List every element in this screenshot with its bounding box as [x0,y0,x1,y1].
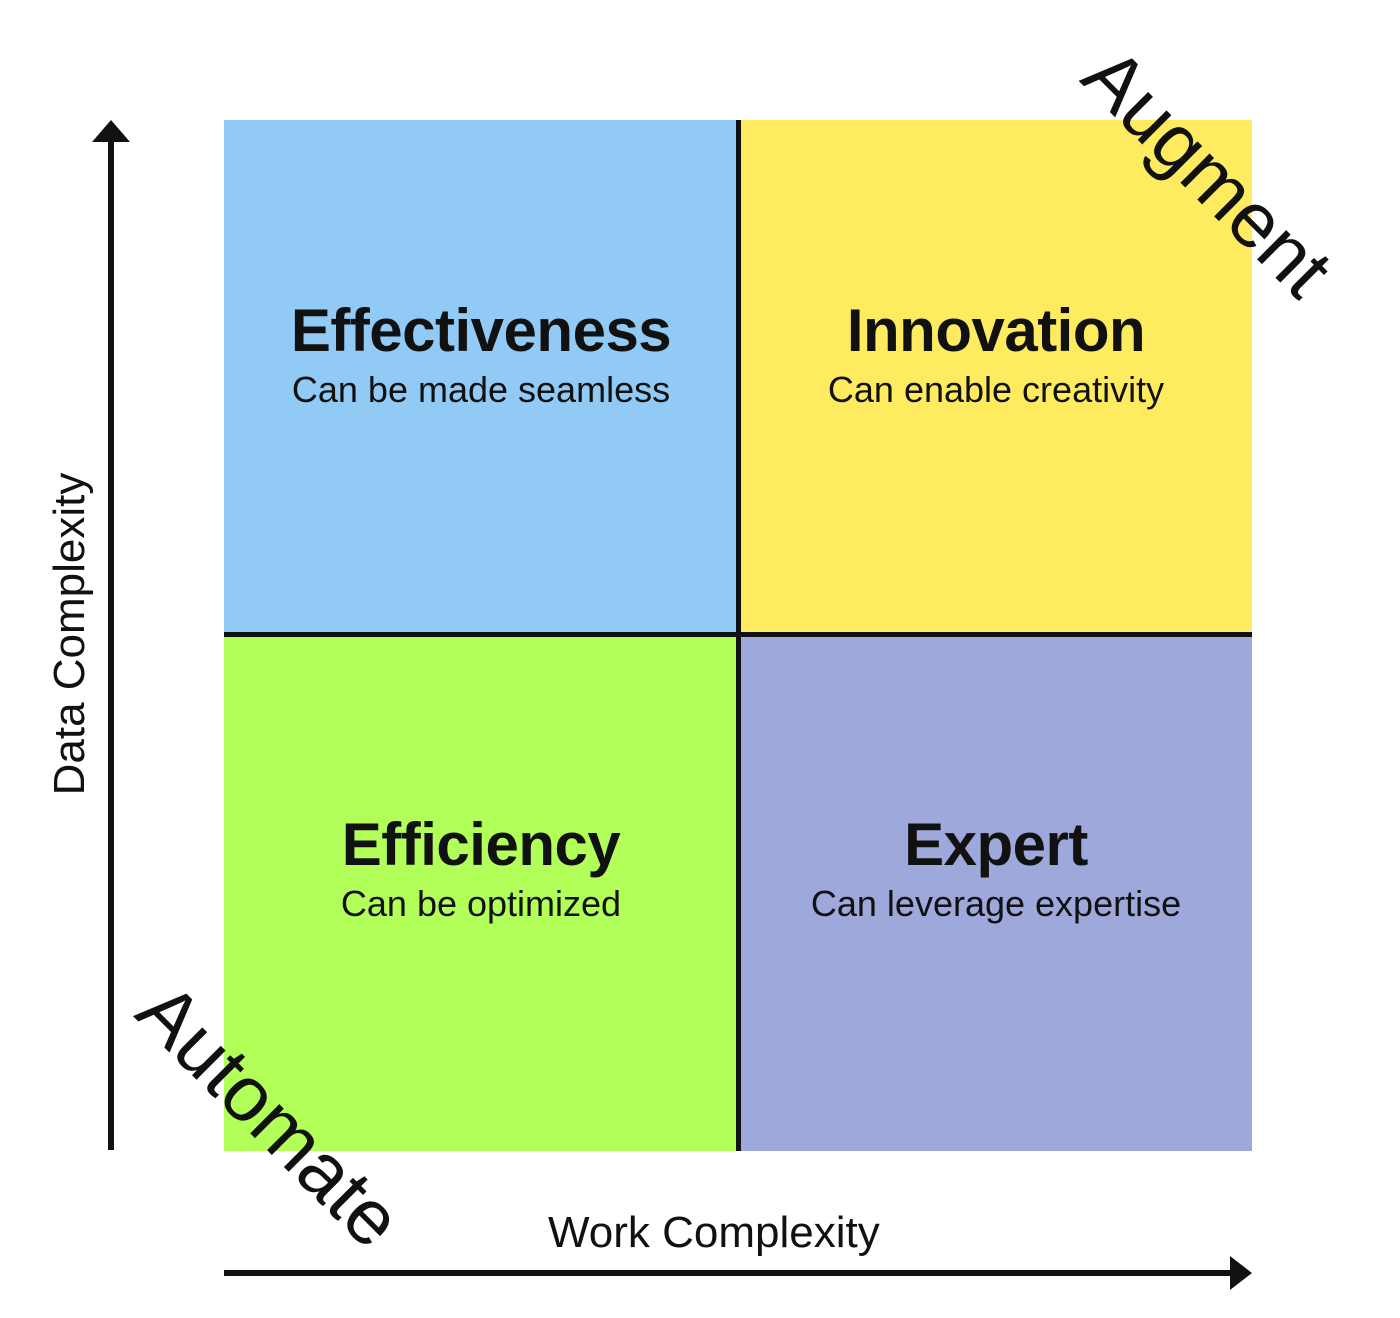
x-axis-arrow [224,1256,1252,1290]
horizontal-divider [224,632,1252,637]
quadrant-subtitle: Can enable creativity [827,369,1165,410]
quadrant-title: Effectiveness [290,297,672,364]
quadrant-subtitle: Can be made seamless [291,369,671,410]
quadrant-effectiveness: Effectiveness Can be made seamless [224,120,738,635]
quadrant-subtitle: Can leverage expertise [810,883,1182,924]
quadrant-title: Expert [904,811,1088,878]
quadrant-title: Innovation [846,297,1146,364]
x-axis-label: Work Complexity [548,1208,880,1257]
quadrant-innovation: Innovation Can enable creativity [740,120,1252,635]
quadrant-efficiency: Efficiency Can be optimized [224,637,738,1151]
quadrant-subtitle: Can be optimized [340,883,622,924]
quadrant-title: Efficiency [341,811,621,878]
y-axis-label: Data Complexity [45,472,94,796]
y-axis-arrow [92,120,130,1150]
quadrant-expert: Expert Can leverage expertise [740,637,1252,1151]
